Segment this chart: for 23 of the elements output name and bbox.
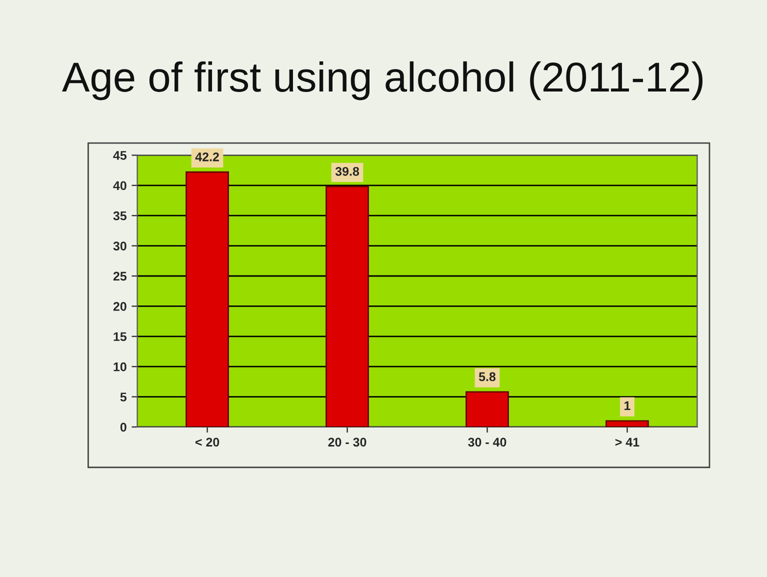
x-tick-label: 20 - 30 — [328, 438, 366, 447]
bar — [466, 391, 509, 427]
y-tick-label: 20 — [113, 302, 126, 311]
x-tick-label: < 20 — [195, 438, 220, 447]
x-tick-label: > 41 — [615, 438, 640, 446]
y-tick-label: 30 — [113, 242, 126, 250]
y-tick-label: 15 — [114, 332, 127, 342]
y-tick-label: 5 — [120, 392, 127, 402]
y-tick-label: 45 — [113, 151, 127, 160]
y-tick-label: 40 — [113, 181, 126, 190]
x-tick-label: 30 - 40 — [468, 438, 506, 447]
y-tick-label: 25 — [113, 272, 127, 281]
data-label: 1 — [624, 401, 630, 410]
chart-title: Age of first using alcohol (2011-12) — [62, 61, 702, 100]
bar — [326, 186, 369, 427]
y-tick-label: 0 — [120, 422, 126, 432]
y-tick-label: 35 — [113, 211, 127, 220]
data-label: 5.8 — [478, 372, 496, 382]
bar — [606, 420, 649, 427]
bar — [186, 171, 229, 427]
data-label: 42.2 — [195, 152, 219, 162]
data-label: 39.8 — [335, 166, 360, 176]
y-tick-label: 10 — [114, 362, 126, 372]
